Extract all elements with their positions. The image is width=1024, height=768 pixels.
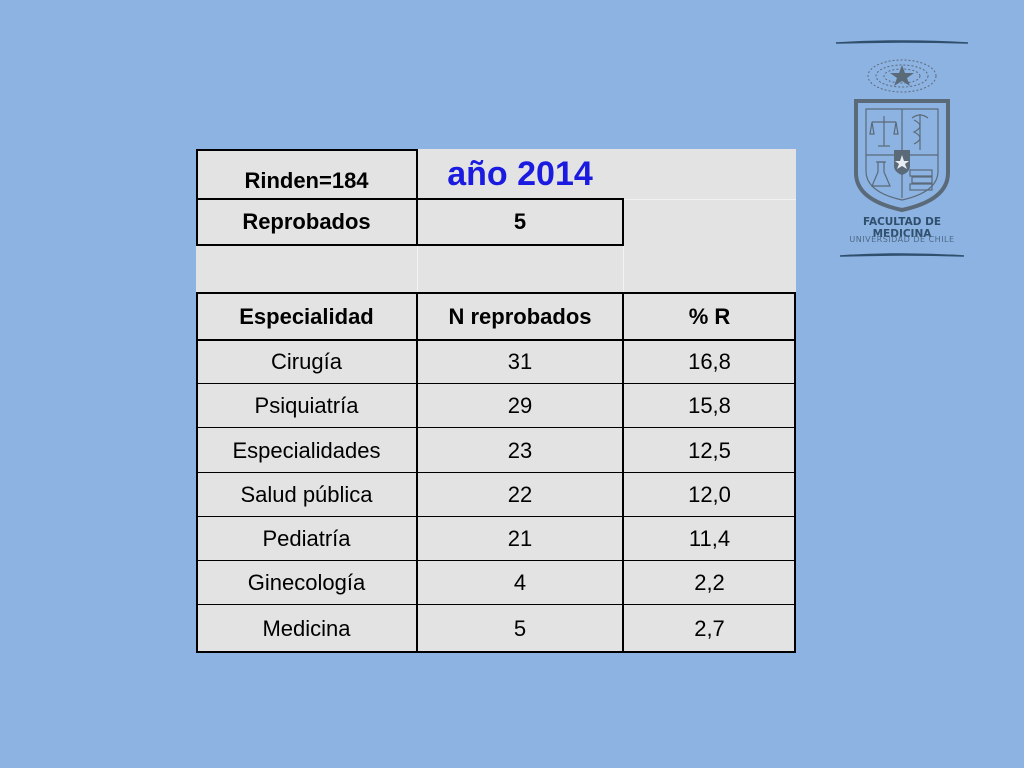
results-table: Rinden=184 año 2014 Reprobados 5 Especia… <box>196 149 796 653</box>
row-especialidades-especialidad: Especialidades <box>232 437 381 463</box>
row-pediatria-especialidad: Pediatría <box>262 526 351 551</box>
table-border <box>196 651 796 653</box>
row-medicina-percent: 2,7 <box>694 616 725 641</box>
rinden-label: Rinden=184 <box>244 168 369 193</box>
row-ginecologia-percent: 2,2 <box>694 570 725 595</box>
table-border <box>196 198 624 200</box>
table-border <box>196 604 796 605</box>
spacer-divider <box>417 245 418 293</box>
row-salud-publica-especialidad: Salud pública <box>240 482 373 507</box>
row-especialidades-percent: 12,5 <box>688 437 731 463</box>
table-border <box>196 427 796 428</box>
table-border <box>196 292 796 294</box>
faculty-logo: FACULTAD DE MEDICINA UNIVERSIDAD DE CHIL… <box>832 38 972 262</box>
university-crest-icon <box>835 40 969 257</box>
year-label: año 2014 <box>447 154 593 193</box>
table-border <box>416 292 418 653</box>
table-border <box>416 149 418 245</box>
table-border <box>196 292 198 653</box>
logo-subtitle: UNIVERSIDAD DE CHILE <box>849 235 955 244</box>
row-psiquiatria-n-reprobados: 29 <box>507 393 533 418</box>
reprobados-value: 5 <box>513 209 527 234</box>
column-header-n-reprobados: N reprobados <box>448 303 592 329</box>
column-header-percent-r: % R <box>688 303 731 329</box>
table-border <box>196 339 796 341</box>
reprobados-label: Reprobados <box>242 209 371 234</box>
logo-title: FACULTAD DE MEDICINA <box>862 216 941 240</box>
spacer-divider <box>623 199 796 200</box>
row-especialidades-n-reprobados: 23 <box>507 437 533 463</box>
row-cirugia-percent: 16,8 <box>688 349 731 374</box>
row-psiquiatria-especialidad: Psiquiatría <box>254 393 359 418</box>
table-border <box>196 149 417 151</box>
row-pediatria-n-reprobados: 21 <box>507 526 533 551</box>
row-ginecologia-especialidad: Ginecología <box>247 570 366 595</box>
row-salud-publica-n-reprobados: 22 <box>507 482 533 507</box>
row-psiquiatria-percent: 15,8 <box>688 393 731 418</box>
table-border <box>196 244 624 246</box>
row-ginecologia-n-reprobados: 4 <box>513 570 527 595</box>
table-border <box>196 472 796 473</box>
table-border <box>196 516 796 517</box>
table-border <box>794 292 796 653</box>
table-border <box>196 383 796 384</box>
row-medicina-especialidad: Medicina <box>262 616 351 641</box>
column-header-especialidad: Especialidad <box>239 303 374 329</box>
spacer-divider <box>623 245 624 293</box>
table-border <box>196 149 198 245</box>
row-medicina-n-reprobados: 5 <box>513 616 527 641</box>
table-border <box>622 198 624 245</box>
table-border <box>622 292 624 653</box>
row-cirugia-especialidad: Cirugía <box>271 349 342 374</box>
table-border <box>196 560 796 561</box>
row-salud-publica-percent: 12,0 <box>688 482 731 507</box>
row-cirugia-n-reprobados: 31 <box>507 349 533 374</box>
row-pediatria-percent: 11,4 <box>688 526 731 551</box>
